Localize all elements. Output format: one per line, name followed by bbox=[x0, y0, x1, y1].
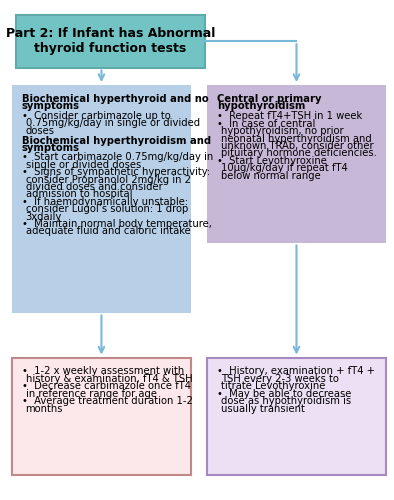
Text: •  Repeat fT4+TSH in 1 week: • Repeat fT4+TSH in 1 week bbox=[217, 112, 362, 122]
FancyBboxPatch shape bbox=[12, 358, 191, 475]
Text: •  Start carbimazole 0.75mg/kg/day in: • Start carbimazole 0.75mg/kg/day in bbox=[22, 152, 213, 162]
Text: doses: doses bbox=[26, 126, 55, 136]
Text: •  In case of central: • In case of central bbox=[217, 118, 315, 128]
Text: 3xdaily: 3xdaily bbox=[26, 212, 62, 222]
Text: titrate Levothyroxine: titrate Levothyroxine bbox=[221, 382, 325, 392]
Text: history & examination, fT4 & TSH: history & examination, fT4 & TSH bbox=[26, 374, 192, 384]
Text: •  Signs of sympathetic hyperactivity:: • Signs of sympathetic hyperactivity: bbox=[22, 167, 210, 177]
FancyBboxPatch shape bbox=[16, 15, 205, 68]
Text: dose as hypothyroidism is: dose as hypothyroidism is bbox=[221, 396, 351, 406]
Text: TSH every 2-3 weeks to: TSH every 2-3 weeks to bbox=[221, 374, 338, 384]
Text: usually transient: usually transient bbox=[221, 404, 305, 413]
Text: consider Lugol’s solution: 1 drop: consider Lugol’s solution: 1 drop bbox=[26, 204, 188, 214]
Text: •  Start Levothyroxine: • Start Levothyroxine bbox=[217, 156, 327, 166]
Text: •  If haemodynamically unstable:: • If haemodynamically unstable: bbox=[22, 196, 188, 206]
Text: in reference range for age: in reference range for age bbox=[26, 388, 156, 398]
Text: unknown TRAb, consider other: unknown TRAb, consider other bbox=[221, 141, 373, 151]
Text: •  1-2 x weekly assessment with: • 1-2 x weekly assessment with bbox=[22, 366, 184, 376]
Text: •  May be able to decrease: • May be able to decrease bbox=[217, 388, 351, 398]
Text: symptoms: symptoms bbox=[22, 143, 80, 153]
Text: Biochemical hyperthyroid and no: Biochemical hyperthyroid and no bbox=[22, 94, 208, 104]
Text: hypothyroidism: hypothyroidism bbox=[217, 102, 305, 112]
Text: •  Maintain normal body temperature,: • Maintain normal body temperature, bbox=[22, 219, 212, 229]
Text: symptoms: symptoms bbox=[22, 102, 80, 112]
Text: divided doses and consider: divided doses and consider bbox=[26, 182, 162, 192]
Text: below normal range: below normal range bbox=[221, 170, 320, 180]
FancyBboxPatch shape bbox=[12, 85, 191, 312]
Text: Central or primary: Central or primary bbox=[217, 94, 321, 104]
Text: •  Decrease carbimazole once fT4: • Decrease carbimazole once fT4 bbox=[22, 382, 191, 392]
FancyBboxPatch shape bbox=[207, 85, 386, 242]
Text: single or divided doses: single or divided doses bbox=[26, 160, 141, 170]
Text: months: months bbox=[26, 404, 63, 413]
Text: 0.75mg/kg/day in single or divided: 0.75mg/kg/day in single or divided bbox=[26, 118, 200, 128]
Text: Part 2: If Infant has Abnormal
thyroid function tests: Part 2: If Infant has Abnormal thyroid f… bbox=[6, 27, 215, 55]
Text: neonatal hyperthyroidism and: neonatal hyperthyroidism and bbox=[221, 134, 372, 143]
Text: adequate fluid and caloric intake: adequate fluid and caloric intake bbox=[26, 226, 190, 236]
Text: •  Consider carbimazole up to: • Consider carbimazole up to bbox=[22, 111, 171, 121]
Text: •  History, examination + fT4 +: • History, examination + fT4 + bbox=[217, 366, 375, 376]
Text: admission to hospital: admission to hospital bbox=[26, 190, 132, 200]
Text: •  Average treatment duration 1-2: • Average treatment duration 1-2 bbox=[22, 396, 193, 406]
FancyBboxPatch shape bbox=[207, 358, 386, 475]
Text: pituitary hormone deficiencies.: pituitary hormone deficiencies. bbox=[221, 148, 377, 158]
Text: 10μg/kg/day if repeat fT4: 10μg/kg/day if repeat fT4 bbox=[221, 163, 348, 173]
Text: consider Propranolol 2mg/kg in 2: consider Propranolol 2mg/kg in 2 bbox=[26, 174, 191, 184]
Text: Biochemical hyperthyroidism and: Biochemical hyperthyroidism and bbox=[22, 136, 211, 145]
Text: hypothyroidism, no prior: hypothyroidism, no prior bbox=[221, 126, 343, 136]
